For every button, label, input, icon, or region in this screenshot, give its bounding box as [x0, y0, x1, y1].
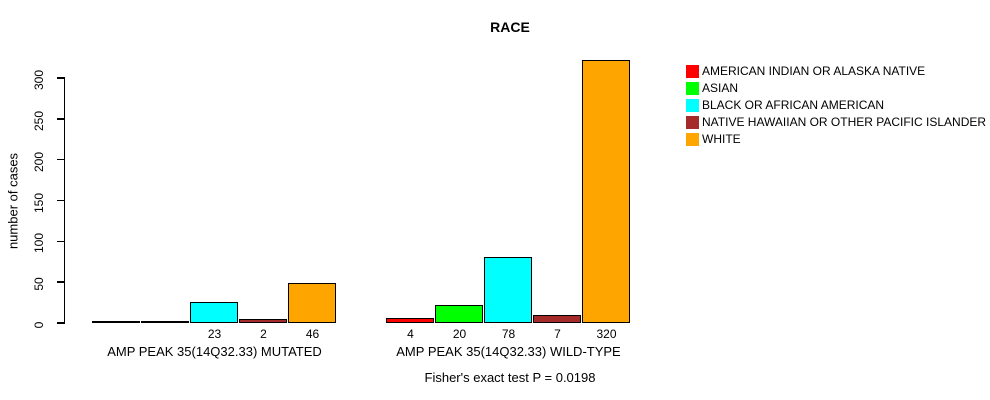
legend-row-1: ASIAN — [686, 82, 990, 95]
y-tick-label: 50 — [32, 277, 46, 291]
y-tick-mark — [56, 158, 64, 161]
bar-mutated-american-indian-or-alaska-native — [92, 321, 140, 323]
bar-value-label: 2 — [260, 327, 267, 341]
bar-value-label: 78 — [501, 327, 516, 341]
bar-value-label: 23 — [207, 327, 222, 341]
legend-label: ASIAN — [702, 81, 739, 95]
legend-label: BLACK OR AFRICAN AMERICAN — [702, 98, 885, 112]
bar-wild-type-white — [582, 59, 630, 323]
legend-color-swatch — [686, 116, 699, 129]
bar-value-label: 320 — [596, 327, 617, 341]
y-tick-mark — [56, 281, 64, 283]
y-tick-label: 200 — [32, 151, 46, 172]
bar-mutated-white — [288, 283, 336, 323]
bar-wild-type-asian — [435, 304, 483, 323]
legend-color-swatch — [686, 65, 699, 78]
y-tick-mark — [56, 240, 64, 243]
bar-wild-type-native-hawaiian-or-other-pacific-islander — [533, 315, 581, 323]
bar-value-label: 7 — [554, 327, 561, 341]
legend-row-4: WHITE — [686, 133, 990, 146]
y-tick-mark — [56, 118, 64, 120]
legend-label: WHITE — [702, 132, 741, 146]
legend-row-0: AMERICAN INDIAN OR ALASKA NATIVE — [686, 65, 990, 78]
legend-row-3: NATIVE HAWAIIAN OR OTHER PACIFIC ISLANDE… — [686, 116, 990, 129]
group-label-wild-type: AMP PEAK 35(14Q32.33) WILD-TYPE — [396, 344, 621, 359]
chart-title: RACE — [490, 19, 530, 35]
bar-wild-type-black-or-african-american — [484, 257, 532, 323]
y-tick-label: 300 — [32, 69, 46, 91]
legend-label: AMERICAN INDIAN OR ALASKA NATIVE — [702, 64, 926, 78]
legend-color-swatch — [686, 82, 699, 95]
legend-label: NATIVE HAWAIIAN OR OTHER PACIFIC ISLANDE… — [702, 115, 987, 129]
bar-wild-type-american-indian-or-alaska-native — [386, 317, 434, 323]
y-tick-label: 150 — [32, 192, 46, 213]
y-axis-line — [63, 77, 65, 324]
group-label-mutated: AMP PEAK 35(14Q32.33) MUTATED — [107, 344, 322, 359]
y-axis-label: number of cases — [5, 152, 21, 250]
legend-color-swatch — [686, 133, 699, 146]
y-tick-mark — [56, 199, 64, 202]
bar-value-label: 46 — [305, 327, 320, 341]
legend-row-2: BLACK OR AFRICAN AMERICAN — [686, 99, 990, 112]
legend-color-swatch — [686, 99, 699, 112]
fisher-test-annotation: Fisher's exact test P = 0.0198 — [424, 370, 596, 385]
bar-value-label: 4 — [407, 327, 414, 341]
y-tick-label: 100 — [32, 233, 46, 254]
bar-value-label: 20 — [452, 327, 467, 341]
bar-mutated-asian — [141, 321, 189, 323]
bar-mutated-native-hawaiian-or-other-pacific-islander — [239, 319, 287, 323]
y-tick-label: 0 — [32, 321, 46, 329]
y-tick-mark — [56, 77, 64, 79]
bar-mutated-black-or-african-american — [190, 302, 238, 323]
y-tick-label: 250 — [32, 110, 46, 131]
y-tick-mark — [56, 322, 64, 324]
